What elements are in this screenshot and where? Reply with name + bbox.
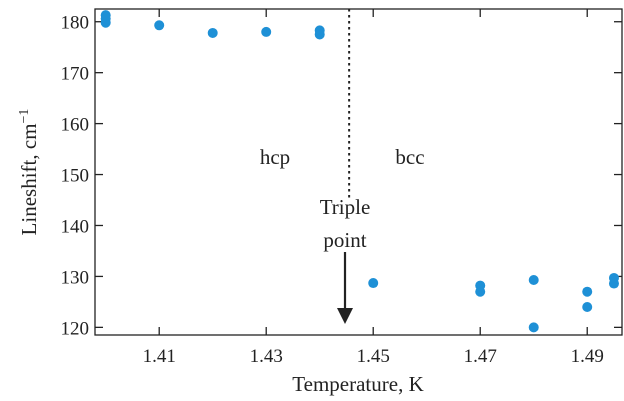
data-point — [261, 26, 272, 37]
data-point — [207, 27, 218, 38]
y-axis-title-exponent: −1 — [17, 109, 32, 124]
y-tick-label: 150 — [61, 166, 90, 187]
y-tick-label: 180 — [61, 13, 90, 34]
data-point — [368, 278, 379, 289]
hcp-label: hcp — [260, 145, 290, 169]
bcc-label: bcc — [395, 145, 424, 169]
x-tick-label: 1.41 — [143, 346, 176, 367]
x-axis-title: Temperature, K — [292, 372, 423, 396]
y-tick-label: 120 — [61, 318, 90, 339]
x-tick-label: 1.49 — [571, 346, 604, 367]
data-point — [608, 278, 619, 289]
plot-axes — [94, 8, 623, 336]
triple-point-label-line1: Triple — [320, 195, 371, 219]
y-axis-ticks: 120 130 140 150 160 170 180 — [61, 13, 622, 339]
data-point — [154, 20, 165, 31]
plot-frame — [94, 8, 623, 336]
triple-point-label-line2: point — [323, 228, 366, 252]
x-axis-ticks: 1.41 1.43 1.45 1.47 1.49 — [143, 9, 604, 367]
data-point — [528, 274, 539, 285]
y-tick-label: 160 — [61, 115, 90, 136]
data-point — [582, 301, 593, 312]
x-tick-label: 1.47 — [464, 346, 497, 367]
triple-point-arrow — [337, 252, 353, 324]
data-points — [100, 10, 619, 333]
y-axis-title-text: Lineshift, cm — [17, 123, 41, 235]
data-point — [314, 29, 325, 40]
y-tick-label: 140 — [61, 216, 90, 237]
data-point — [528, 322, 539, 333]
data-point — [100, 17, 111, 28]
y-tick-label: 170 — [61, 64, 90, 85]
x-tick-label: 1.45 — [357, 346, 390, 367]
data-point — [475, 286, 486, 297]
data-point — [582, 286, 593, 297]
y-tick-label: 130 — [61, 267, 90, 288]
y-axis-title: Lineshift, cm−1 — [17, 109, 41, 236]
x-tick-label: 1.43 — [250, 346, 283, 367]
